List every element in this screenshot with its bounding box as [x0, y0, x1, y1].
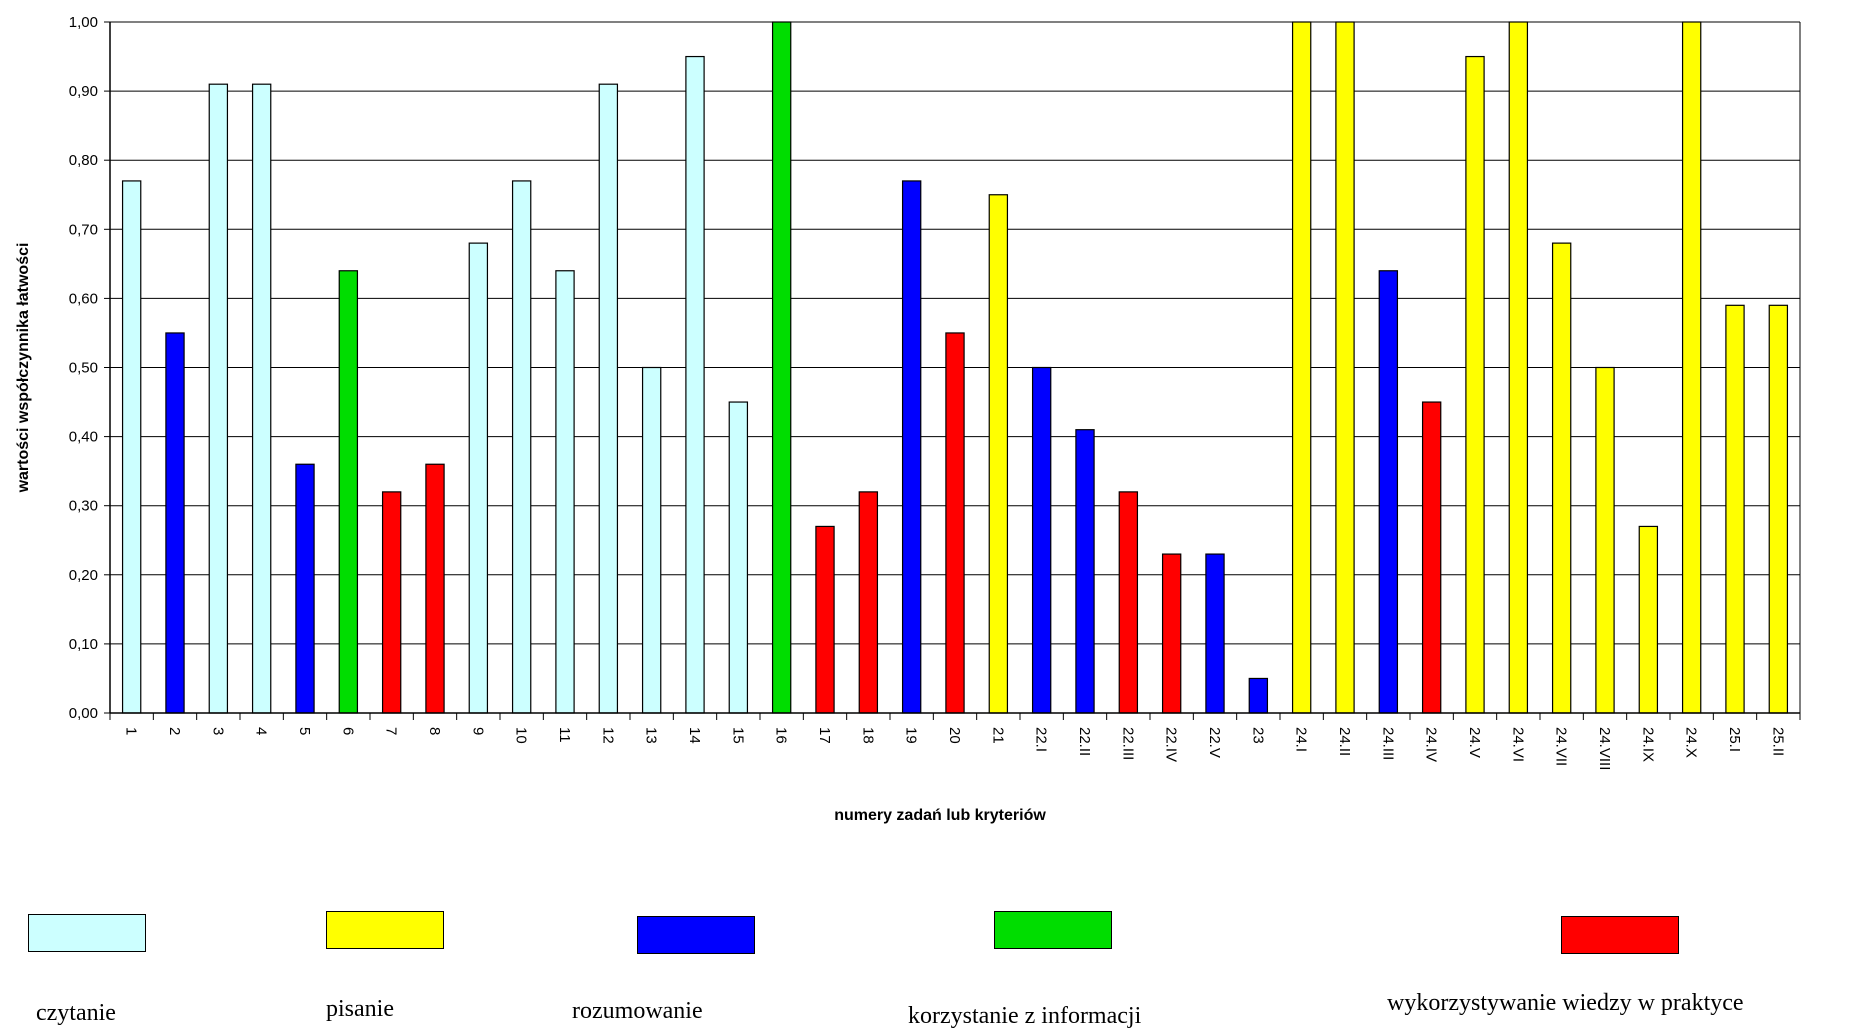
x-tick-label: 24.II: [1336, 727, 1353, 756]
x-tick-label: 17: [816, 727, 833, 744]
x-tick-label: 22.IV: [1163, 727, 1180, 762]
x-tick-label: 24.X: [1683, 727, 1700, 758]
x-tick-label: 24.IX: [1639, 727, 1656, 762]
x-tick-label: 24.VI: [1509, 727, 1526, 762]
y-tick-labels: 0,00 0,10 0,20 0,30 0,40 0,50 0,60 0,70 0,80 0,90…: [69, 14, 98, 722]
x-tick-label: 8: [426, 727, 443, 735]
legend-label-wykorzystywanie: wykorzystywanie wiedzy w praktyce: [1387, 990, 1744, 1016]
x-tick-label: 3: [209, 727, 226, 735]
x-tick-label: 11: [556, 727, 573, 743]
y-tick-label: 1,00: [69, 14, 98, 31]
x-tick-label: 13: [643, 727, 660, 744]
x-tick-label: 6: [339, 727, 356, 735]
x-tick-label: 5: [296, 727, 313, 735]
x-tick-label: 1: [123, 727, 140, 735]
x-tick-label: 19: [903, 727, 920, 744]
x-tick-label: 24.IV: [1423, 727, 1440, 762]
y-axis-label: wartości współczynnika łatwości: [15, 243, 32, 494]
x-tick-label: 25.I: [1726, 727, 1743, 752]
legend-swatch-korzystanie: [994, 911, 1112, 949]
x-tick-label: 22.III: [1119, 727, 1136, 760]
y-tick-label: 0,10: [69, 636, 98, 653]
x-tick-label: 10: [513, 727, 530, 744]
legend-swatch-wykorzystywanie: [1561, 916, 1679, 954]
y-tick-label: 0,70: [69, 221, 98, 238]
legend-label-pisanie: pisanie: [326, 996, 394, 1022]
x-axis-label: numery zadań lub kryteriów: [834, 807, 1046, 824]
x-tick-label: 24.VIII: [1596, 727, 1613, 770]
y-tick-label: 0,90: [69, 83, 98, 100]
x-tick-label: 4: [253, 727, 270, 735]
y-tick-label: 0,60: [69, 290, 98, 307]
x-tick-label: 24.I: [1293, 727, 1310, 752]
x-tick-label: 24.V: [1466, 727, 1483, 758]
x-tick-label: 20: [946, 727, 963, 744]
x-tick-label: 25.II: [1769, 727, 1786, 756]
legend-swatch-rozumowanie: [637, 916, 755, 954]
x-tick-label: 14: [686, 727, 703, 744]
x-tick-label: 18: [859, 727, 876, 744]
x-tick-label: 24.III: [1379, 727, 1396, 760]
x-tick-label: 7: [383, 727, 400, 735]
x-tick-label: 15: [729, 727, 746, 744]
x-tick-label: 22.II: [1076, 727, 1093, 756]
y-tick-label: 0,50: [69, 360, 98, 377]
x-tick-label: 22.V: [1206, 727, 1223, 758]
x-tick-label: 9: [469, 727, 486, 735]
y-tick-label: 0,30: [69, 498, 98, 515]
legend-label-rozumowanie: rozumowanie: [572, 998, 703, 1024]
legend-swatch-pisanie: [326, 911, 444, 949]
legend-swatch-czytanie: [28, 914, 146, 952]
x-tick-label: 16: [773, 727, 790, 744]
legend-label-czytanie: czytanie: [36, 1000, 116, 1026]
axes: [104, 21, 1801, 720]
x-tick-label: 2: [166, 727, 183, 735]
x-tick-label: 23: [1249, 727, 1266, 744]
y-tick-label: 0,20: [69, 567, 98, 584]
y-tick-label: 0,00: [69, 705, 98, 722]
legend-label-korzystanie: korzystanie z informacji: [908, 1003, 1142, 1029]
x-tick-labels: 1 2 3 4 5 6 7 8 9 10 11 12 13 14 15 16 17 18 19 20 21 22.I 22.…: [123, 727, 1787, 770]
x-tick-label: 21: [989, 727, 1006, 744]
y-tick-label: 0,80: [69, 152, 98, 169]
y-tick-label: 0,40: [69, 429, 98, 446]
x-tick-label: 22.I: [1033, 727, 1050, 752]
x-tick-label: 12: [599, 727, 616, 744]
x-tick-label: 24.VII: [1553, 727, 1570, 766]
